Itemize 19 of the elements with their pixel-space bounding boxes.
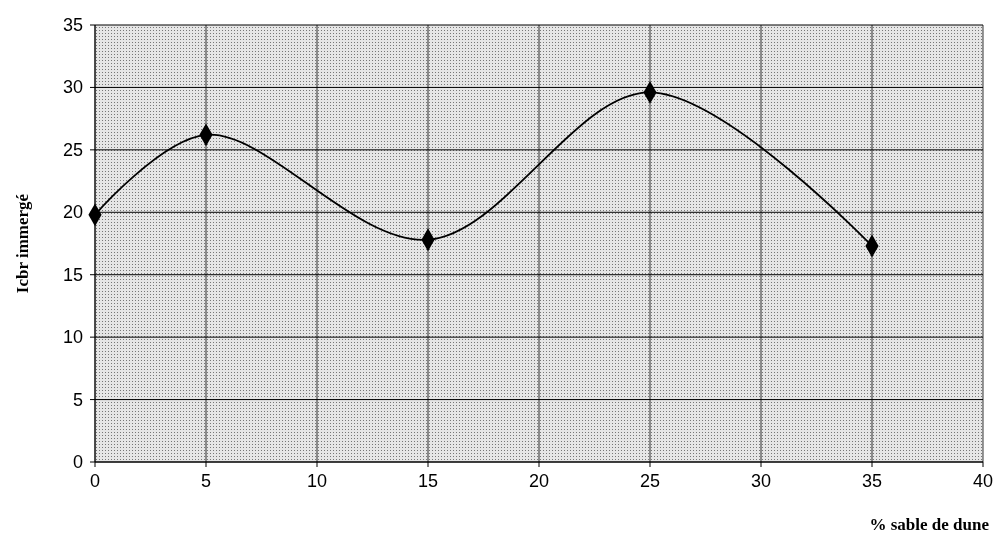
- x-tick-label: 25: [639, 471, 661, 491]
- x-tick-label: 0: [89, 471, 101, 491]
- x-axis-title: % sable de dune: [869, 515, 990, 534]
- y-tick-label: 5: [72, 389, 83, 410]
- y-tick-label: 20: [62, 202, 83, 223]
- x-tick-label: 40: [972, 471, 994, 491]
- x-tick-label: 5: [200, 471, 212, 491]
- x-tick-label: 15: [417, 471, 439, 491]
- y-tick-label: 15: [62, 264, 83, 285]
- x-tick-label: 10: [306, 471, 328, 491]
- x-tick-label: 35: [861, 471, 883, 491]
- y-tick-label: 25: [62, 139, 83, 160]
- x-tick-label: 20: [528, 471, 550, 491]
- y-axis-title: Icbr immergé: [13, 193, 32, 294]
- y-tick-label: 35: [62, 15, 83, 35]
- x-tick-label: 30: [750, 471, 772, 491]
- y-tick-label: 10: [62, 327, 83, 348]
- y-tick-label: 30: [62, 77, 83, 98]
- y-tick-label: 0: [72, 452, 83, 472]
